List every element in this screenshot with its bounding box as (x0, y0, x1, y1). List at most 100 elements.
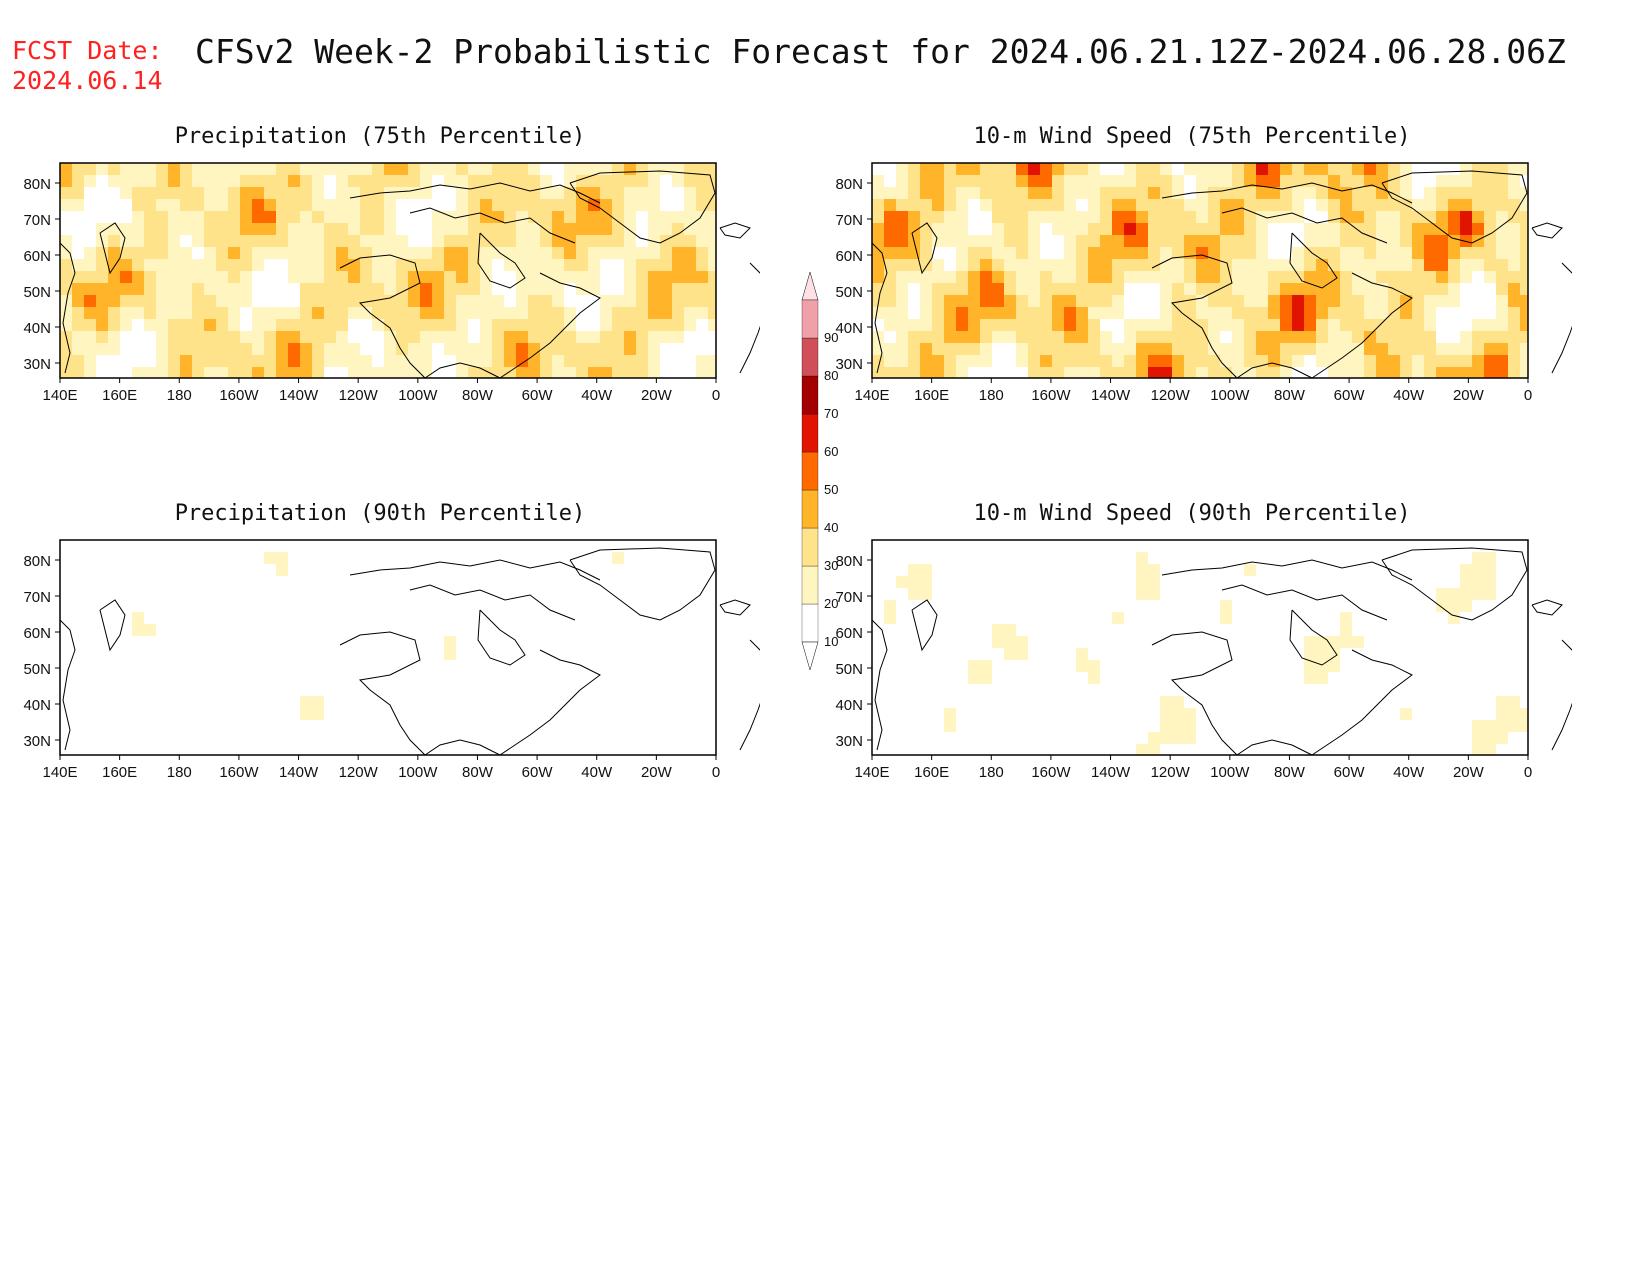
probability-cell (1400, 259, 1412, 271)
probability-cell (956, 163, 968, 175)
probability-cell (492, 235, 504, 247)
colorbar-level-label: 90 (824, 330, 838, 345)
probability-cell (1436, 199, 1448, 211)
probability-cell (884, 199, 896, 211)
probability-cell (1064, 259, 1076, 271)
probability-cell (216, 295, 228, 307)
probability-cell (456, 367, 468, 378)
probability-cell (1256, 307, 1268, 319)
probability-cell (516, 235, 528, 247)
probability-cell (1112, 612, 1124, 624)
probability-cell (1040, 319, 1052, 331)
probability-cell (456, 355, 468, 367)
probability-cell (192, 355, 204, 367)
probability-cell (992, 307, 1004, 319)
probability-cell (108, 223, 120, 235)
probability-cell (1340, 612, 1352, 624)
probability-cell (968, 271, 980, 283)
probability-cell (432, 271, 444, 283)
probability-cell (252, 247, 264, 259)
probability-cell (896, 259, 908, 271)
probability-cell (896, 331, 908, 343)
probability-cell (884, 355, 896, 367)
probability-cell (240, 295, 252, 307)
probability-cell (600, 235, 612, 247)
lon-label: 140W (279, 764, 319, 781)
probability-cell (636, 163, 648, 175)
probability-cell (228, 175, 240, 187)
probability-cell (660, 331, 672, 343)
probability-cell (312, 211, 324, 223)
probability-cell (288, 367, 300, 378)
probability-cell (408, 175, 420, 187)
probability-cell (1172, 283, 1184, 295)
lat-label: 60N (835, 248, 863, 265)
probability-cell (1400, 235, 1412, 247)
probability-cell (444, 343, 456, 355)
probability-cell (1160, 211, 1172, 223)
probability-cell (1148, 588, 1160, 600)
probability-cell (1304, 319, 1316, 331)
probability-cell (612, 175, 624, 187)
probability-cell (60, 319, 72, 331)
probability-cell (1316, 648, 1328, 660)
probability-cell (360, 175, 372, 187)
probability-cell (504, 199, 516, 211)
probability-cell (1148, 199, 1160, 211)
probability-cell (1376, 163, 1388, 175)
probability-cell (216, 319, 228, 331)
probability-cell (1220, 235, 1232, 247)
probability-cell (672, 331, 684, 343)
probability-cell (1460, 259, 1472, 271)
probability-cell (1160, 319, 1172, 331)
coastline (99, 599, 126, 652)
probability-cell (1148, 271, 1160, 283)
probability-cell (1520, 259, 1528, 271)
coastline (1236, 362, 1313, 379)
colorbar-swatch (801, 413, 819, 453)
probability-cell (1040, 283, 1052, 295)
probability-cell (408, 307, 420, 319)
lon-label: 160E (102, 387, 137, 404)
probability-cell (516, 199, 528, 211)
probability-cell (204, 367, 216, 378)
probability-cell (1520, 235, 1528, 247)
probability-cell (1412, 355, 1424, 367)
probability-cell (1100, 367, 1112, 378)
probability-cell (564, 343, 576, 355)
probability-cell (1304, 247, 1316, 259)
probability-cell (324, 223, 336, 235)
probability-cell (432, 283, 444, 295)
probability-cell (528, 211, 540, 223)
probability-cell (1400, 343, 1412, 355)
probability-cell (1076, 331, 1088, 343)
probability-cell (624, 331, 636, 343)
probability-cell (1208, 211, 1220, 223)
probability-cell (1460, 576, 1472, 588)
probability-cell (920, 187, 932, 199)
probability-cell (312, 355, 324, 367)
probability-cell (144, 235, 156, 247)
probability-cell (492, 199, 504, 211)
probability-cell (204, 319, 216, 331)
probability-cell (1208, 343, 1220, 355)
probability-cell (1196, 307, 1208, 319)
probability-cell (1076, 211, 1088, 223)
probability-cell (1208, 199, 1220, 211)
probability-cell (1424, 199, 1436, 211)
probability-cell (156, 343, 168, 355)
probability-cell (1112, 295, 1124, 307)
probability-cell (1112, 259, 1124, 271)
probability-cell (1520, 211, 1528, 223)
probability-cell (120, 295, 132, 307)
probability-cell (1148, 175, 1160, 187)
probability-cell (528, 199, 540, 211)
probability-cell (1448, 283, 1460, 295)
probability-cell (540, 199, 552, 211)
probability-cell (1052, 283, 1064, 295)
coastline (569, 170, 716, 244)
probability-cell (1160, 175, 1172, 187)
probability-cell (1292, 163, 1304, 175)
probability-cell (1016, 343, 1028, 355)
